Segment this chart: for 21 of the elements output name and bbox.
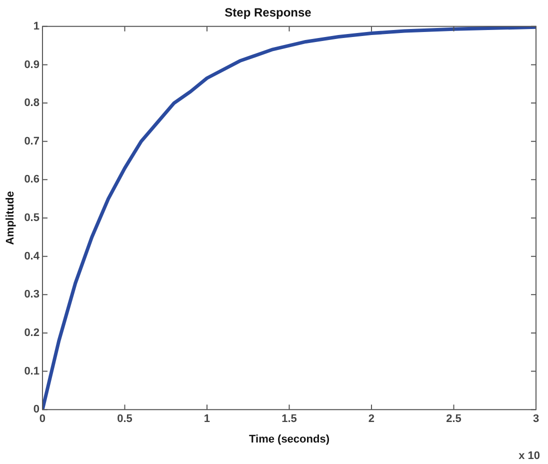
x-tick-label: 3: [532, 413, 540, 426]
y-tick-label: 0.7: [24, 135, 40, 148]
y-tick-label: 0.1: [24, 365, 40, 378]
y-tick-label: 0.3: [24, 288, 40, 301]
x-tick-label: 0.5: [117, 413, 132, 426]
x-tick-label: 2: [368, 413, 375, 426]
y-axis-title: Amplitude: [4, 191, 17, 245]
y-tick-label: 0.5: [24, 212, 40, 224]
x-tick-label: 2.5: [446, 413, 462, 426]
y-tick-label: 0.6: [24, 174, 40, 186]
y-tick-label: 0.9: [24, 58, 40, 71]
y-tick-label: 0.8: [24, 97, 40, 110]
x-tick-label: 1: [204, 413, 210, 426]
y-tick-label: 0: [33, 404, 40, 416]
chart-title: Step Response: [224, 6, 312, 20]
x-axis-title: Time (seconds): [248, 433, 330, 446]
y-tick-label: 0.2: [24, 326, 40, 339]
y-tick-label: 1: [33, 20, 40, 32]
y-tick-label: 0.4: [24, 250, 40, 262]
x-tick-label: 1.5: [282, 413, 297, 426]
text: x 10: [518, 450, 540, 462]
